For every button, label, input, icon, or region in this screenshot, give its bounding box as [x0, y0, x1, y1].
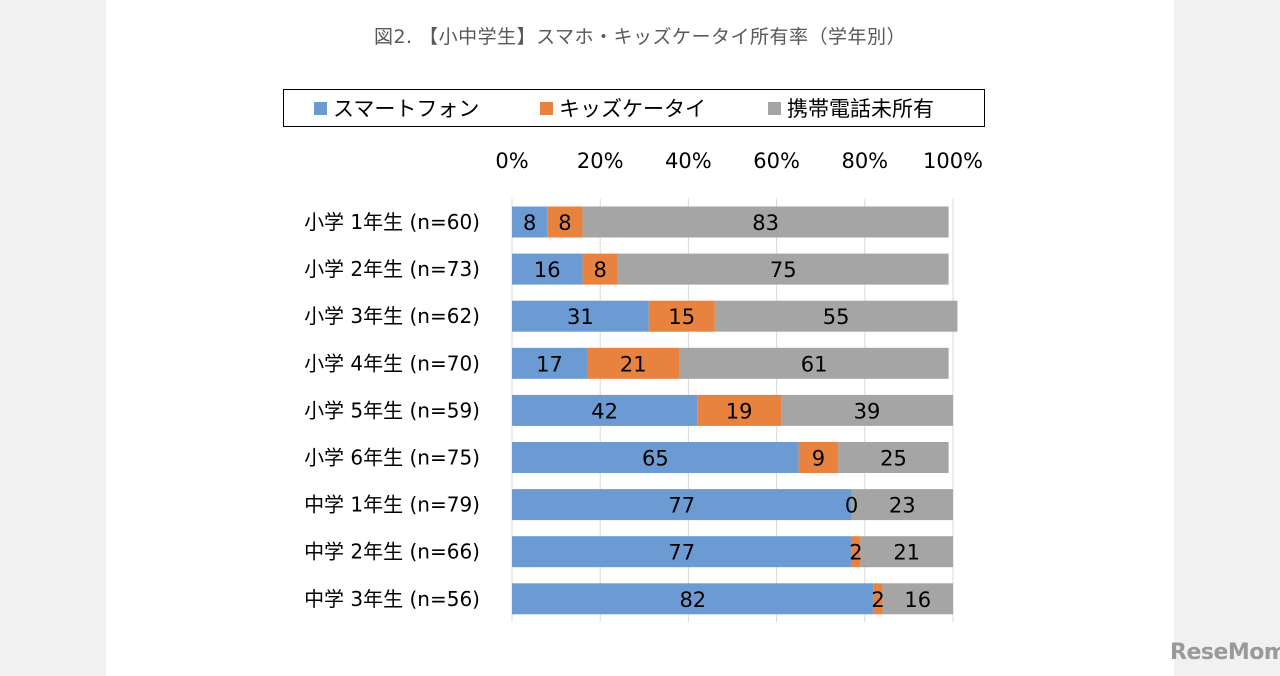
- data-label: 55: [823, 305, 850, 329]
- data-label: 19: [726, 399, 753, 423]
- x-tick-label: 80%: [841, 149, 888, 173]
- x-tick-label: 100%: [923, 149, 983, 173]
- data-label: 65: [642, 447, 669, 471]
- category-label: 中学 3年生 (n=56): [304, 587, 480, 611]
- legend: スマートフォン キッズケータイ 携帯電話未所有: [283, 89, 985, 127]
- data-label: 2: [849, 541, 862, 565]
- data-label: 82: [679, 588, 706, 612]
- category-label: 小学 2年生 (n=73): [304, 257, 480, 281]
- bar-segment: [512, 489, 852, 521]
- data-label: 75: [770, 258, 797, 282]
- bar-segment: [838, 442, 949, 473]
- bar-segment: [512, 206, 548, 238]
- bar-segment: [512, 442, 799, 473]
- data-label: 39: [854, 399, 881, 423]
- x-tick-label: 40%: [665, 149, 712, 173]
- bar-segment: [512, 536, 852, 568]
- bar-segment: [547, 206, 583, 238]
- legend-swatch-no-phone: [768, 101, 781, 115]
- bar-segment: [851, 489, 953, 521]
- data-label: 2: [871, 588, 884, 612]
- data-label: 77: [668, 494, 695, 518]
- bar-segment: [873, 583, 883, 615]
- legend-label-smartphone: スマートフォン: [333, 97, 480, 121]
- data-label: 21: [620, 352, 647, 376]
- data-label: 15: [668, 305, 695, 329]
- legend-item-no-phone: 携帯電話未所有: [768, 94, 934, 122]
- data-label: 17: [536, 352, 563, 376]
- bar-segment: [648, 300, 715, 332]
- bar-segment: [512, 300, 649, 332]
- category-label: 小学 6年生 (n=75): [304, 446, 480, 470]
- data-label: 9: [812, 447, 825, 471]
- data-label: 61: [801, 352, 828, 376]
- data-label: 0: [845, 494, 858, 518]
- legend-item-smartphone: スマートフォン: [314, 94, 479, 122]
- legend-label-kids-phone: キッズケータイ: [559, 97, 706, 121]
- bar-segment: [512, 583, 874, 615]
- legend-swatch-kids-phone: [540, 101, 553, 115]
- bar-segment: [851, 536, 861, 568]
- data-label: 16: [534, 258, 561, 282]
- x-tick-label: 0%: [495, 149, 528, 173]
- bar-segment: [679, 347, 949, 379]
- category-label: 小学 4年生 (n=70): [304, 351, 480, 375]
- bar-segment: [714, 300, 958, 332]
- bar-segment: [582, 206, 949, 238]
- bar-segment: [860, 536, 953, 568]
- legend-item-kids-phone: キッズケータイ: [540, 94, 706, 122]
- data-label: 77: [668, 541, 695, 565]
- bar-segment: [512, 394, 698, 426]
- bar-segment: [512, 253, 583, 285]
- bar-segment: [882, 583, 953, 615]
- data-label: 8: [594, 258, 607, 282]
- category-label: 中学 2年生 (n=66): [304, 540, 480, 564]
- bar-segment: [697, 394, 782, 426]
- data-label: 83: [752, 211, 779, 235]
- chart-title: 図2. 【小中学生】スマホ・キッズケータイ所有率（学年別）: [373, 26, 907, 48]
- bar-segment: [798, 442, 839, 473]
- data-label: 21: [893, 541, 920, 565]
- legend-label-no-phone: 携帯電話未所有: [787, 97, 934, 121]
- bar-segment: [582, 253, 618, 285]
- data-label: 31: [567, 305, 594, 329]
- x-tick-label: 60%: [753, 149, 800, 173]
- watermark-logo: ReseMom: [1170, 640, 1280, 665]
- data-label: 42: [591, 399, 618, 423]
- bar-segment: [781, 394, 953, 426]
- bar-segment: [512, 347, 587, 379]
- data-label: 8: [523, 211, 536, 235]
- bar-segment: [617, 253, 949, 285]
- legend-swatch-smartphone: [314, 101, 327, 115]
- x-tick-label: 20%: [577, 149, 624, 173]
- category-label: 中学 1年生 (n=79): [304, 493, 480, 517]
- data-label: 8: [558, 211, 571, 235]
- category-label: 小学 1年生 (n=60): [304, 210, 480, 234]
- data-label: 16: [904, 588, 931, 612]
- data-label: 23: [889, 494, 916, 518]
- category-label: 小学 5年生 (n=59): [304, 398, 480, 422]
- bar-segment: [586, 347, 680, 379]
- data-label: 25: [880, 447, 907, 471]
- category-label: 小学 3年生 (n=62): [304, 304, 480, 328]
